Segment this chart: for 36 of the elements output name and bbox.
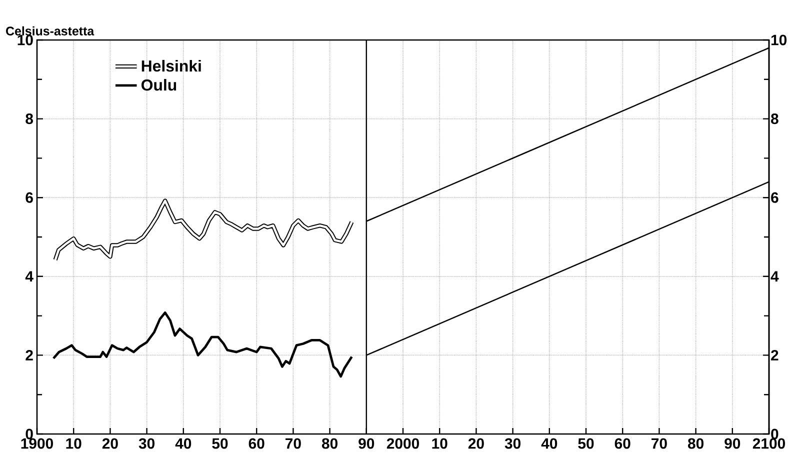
y-tick-label: 6	[26, 192, 33, 203]
y-tick-label: 8	[26, 114, 34, 124]
x-tick-label: 10	[66, 438, 82, 449]
x-tick-label: 40	[541, 438, 558, 449]
x-tick-label: 40	[175, 438, 192, 449]
y2-tick-label: 0	[771, 428, 778, 440]
x-tick-label: 50	[212, 438, 228, 449]
x-tick-label: 20	[468, 438, 484, 449]
x-tick-label: 80	[688, 438, 704, 449]
legend-label: Oulu	[141, 78, 176, 91]
y-tick-label: 10	[18, 34, 33, 46]
x-tick-label: 30	[138, 438, 154, 449]
y2-tick-label: 10	[771, 34, 787, 46]
legend-label: Helsinki	[142, 60, 201, 72]
y-axis-title: Celsius-astetta	[6, 26, 94, 36]
y2-tick-label: 6	[771, 192, 778, 203]
x-tick-label: 2100	[752, 438, 785, 449]
x-tick-label: 30	[504, 438, 520, 449]
x-tick-label: 1900	[21, 438, 53, 449]
x-tick-label: 20	[102, 438, 118, 449]
y2-tick-label: 2	[771, 350, 778, 360]
y-tick-label: 0	[26, 428, 33, 440]
x-tick-label: 90	[724, 438, 740, 449]
x-tick-label: 70	[652, 438, 667, 449]
y-tick-label: 4	[25, 271, 34, 282]
x-tick-label: 2000	[386, 438, 419, 449]
x-tick-label: 50	[578, 438, 594, 449]
y2-tick-label: 4	[770, 271, 779, 282]
x-tick-label: 10	[432, 438, 448, 449]
x-tick-label: 60	[614, 438, 630, 449]
x-tick-label: 60	[248, 438, 264, 449]
x-tick-label: 80	[322, 438, 338, 449]
y2-tick-label: 8	[771, 114, 778, 124]
x-tick-label: 90	[358, 438, 374, 449]
x-tick-label: 70	[286, 438, 301, 449]
y-tick-label: 2	[26, 350, 33, 360]
